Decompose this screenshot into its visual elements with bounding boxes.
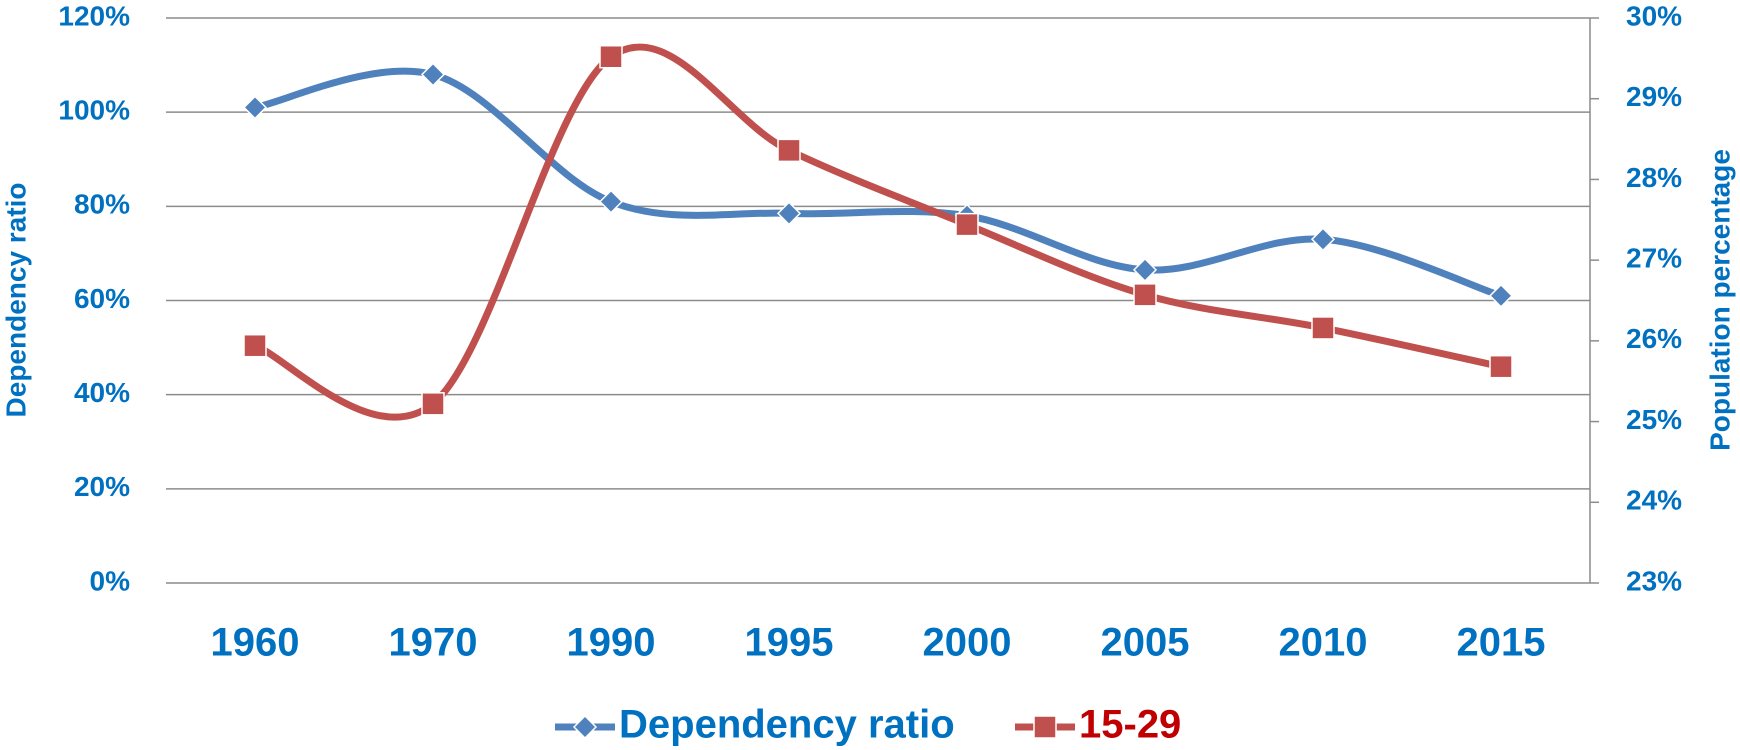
y2-tick-label: 30%	[1626, 0, 1682, 31]
data-point	[421, 392, 445, 416]
x-tick-label: 1995	[745, 621, 834, 665]
data-point	[1489, 354, 1513, 379]
legend-marker	[572, 714, 598, 740]
y2-tick-label: 24%	[1626, 485, 1682, 516]
data-point	[955, 212, 979, 237]
data-point	[598, 189, 624, 214]
legend-item: 15-29	[1015, 703, 1181, 747]
x-tick-label: 2000	[923, 621, 1012, 665]
data-point	[1133, 283, 1157, 307]
x-tick-label: 2015	[1457, 621, 1546, 665]
data-point	[243, 333, 267, 358]
data-point	[1310, 227, 1336, 252]
y2-tick-label: 23%	[1626, 565, 1682, 596]
legend-marker	[1033, 715, 1057, 739]
y-tick-label: 80%	[74, 189, 130, 220]
y2-axis-title: Population percentage	[1704, 149, 1735, 451]
y-tick-label: 20%	[74, 471, 130, 502]
data-point	[242, 95, 268, 120]
data-point	[599, 44, 623, 69]
data-point	[420, 62, 446, 87]
y-tick-label: 0%	[90, 565, 131, 596]
legend-label: 15-29	[1079, 703, 1181, 747]
data-point	[776, 201, 802, 226]
y2-tick-label: 28%	[1626, 162, 1682, 193]
y2-tick-label: 25%	[1626, 404, 1682, 435]
legend-label: Dependency ratio	[619, 703, 955, 747]
y2-tick-label: 26%	[1626, 323, 1682, 354]
y-tick-label: 60%	[74, 283, 130, 314]
y2-tick-label: 27%	[1626, 243, 1682, 274]
y2-tick-label: 29%	[1626, 81, 1682, 112]
x-tick-label: 2010	[1279, 621, 1368, 665]
y-axis-title: Dependency ratio	[0, 183, 31, 418]
series-line	[253, 43, 1502, 421]
data-point	[1132, 257, 1158, 282]
y-tick-label: 100%	[58, 95, 130, 126]
data-point	[777, 138, 801, 163]
y-tick-label: 40%	[74, 377, 130, 408]
series-line	[254, 67, 1503, 300]
data-point	[1488, 283, 1514, 308]
y-tick-label: 120%	[58, 0, 130, 31]
x-tick-label: 1960	[211, 621, 300, 665]
x-tick-label: 2005	[1101, 621, 1190, 665]
x-tick-label: 1990	[567, 621, 656, 665]
data-point	[1311, 316, 1335, 340]
x-tick-label: 1970	[389, 621, 478, 665]
legend-item: Dependency ratio	[555, 703, 955, 747]
